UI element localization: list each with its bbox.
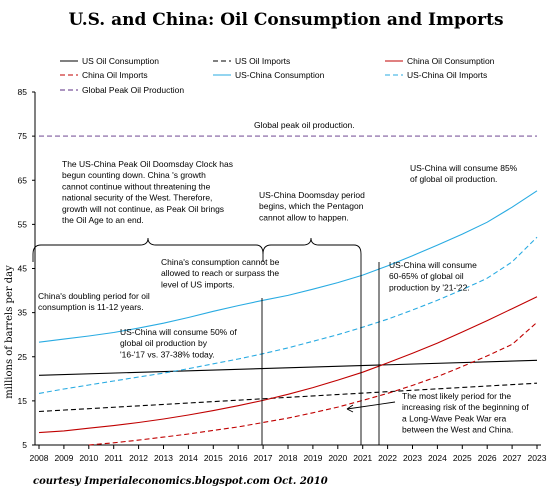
legend-label-global-peak-oil-production: Global Peak Oil Production [82,85,184,95]
note-line: China's doubling period for oil [38,291,150,301]
note-line: global oil production by [120,338,208,348]
legend-label-china-oil-imports: China Oil Imports [82,70,148,80]
note-line: The US-China Peak Oil Doomsday Clock has [62,159,233,169]
note-line: '16-'17 vs. 37-38% today. [120,349,215,359]
x-tick-label: 2013 [154,453,173,463]
note-line: growth will not continue, as Peak Oil br… [62,204,224,214]
brace-left [32,237,264,262]
doomsday-clock-note: The US-China Peak Oil Doomsday Clock has… [62,159,235,225]
x-tick-label: 2023 [403,453,422,463]
x-tick-label: 2015 [204,453,223,463]
note-line: production by '21-'22. [389,282,470,292]
series-line-us-oil-consumption [38,359,538,376]
series-line-china-oil-imports [88,321,538,446]
x-tick-label: 2021 [353,453,372,463]
note-line: allowed to reach or surpass the [161,268,279,278]
legend-label-us-china-consumption: US-China Consumption [235,70,325,80]
x-tick-label: 2008 [30,453,49,463]
x-tick-label: 2014 [179,453,198,463]
note-line: US-China will consume [389,260,477,270]
x-tick-label: 2019 [303,453,322,463]
x-tick-label: 2011 [105,453,124,463]
brace-right [262,237,362,262]
x-tick-label: 2016 [229,453,248,463]
y-tick-label: 75 [18,131,28,141]
x-tick-label: 2018 [279,453,298,463]
note-line: increasing risk of the beginning of [402,402,529,412]
note-line: The most likely period for the [402,391,511,401]
note-line: consumption is 11-12 years. [38,302,144,312]
series-line-china-oil-consumption [38,296,538,434]
y-tick-label: 25 [18,352,28,362]
x-tick-label: 2024 [428,453,447,463]
series-group [38,135,538,446]
note-line: US-China Doomsday period [259,190,365,200]
note-line: begins, which the Pentagon [259,201,364,211]
consume-60-note: US-China will consume 60-65% of global o… [389,260,479,292]
x-tick-label: 2027 [503,453,522,463]
y-tick-label: 65 [18,175,28,185]
credit-line: courtesy Imperialeconomics.blogspot.com … [33,476,328,487]
x-tick-label: 2009 [54,453,73,463]
series-line-us-china-oil-imports [38,236,538,394]
note-line: the Oil Age to an end. [62,215,144,225]
war-arrow [346,401,396,410]
chart-title: U.S. and China: Oil Consumption and Impo… [68,10,503,30]
note-line: cannot allow to happen. [259,212,349,222]
series-line-us-china-consumption [38,190,538,343]
note-line: of global oil production. [410,174,497,184]
y-tick-label: 85 [18,87,28,97]
x-tick-label: 2026 [478,453,497,463]
annotation-marks [32,237,396,445]
y-tick-label: 55 [18,219,28,229]
consume-85-note: US-China will consume 85% of global oil … [410,163,520,184]
note-line: national security of the West. Therefore… [62,193,212,203]
doubling-note: China's doubling period for oil consumpt… [38,291,152,312]
y-tick-label: 35 [18,308,28,318]
x-tick-label: 2020 [328,453,347,463]
x-tick-label: 2017 [254,453,273,463]
war-note: The most likely period for the increasin… [402,391,531,435]
legend-label-us-china-oil-imports: US-China Oil Imports [407,70,487,80]
note-line: 60-65% of global oil [389,271,464,281]
legend-label-us-oil-consumption: US Oil Consumption [82,56,159,66]
x-tick-label: 2022 [378,453,397,463]
pentagon-note: US-China Doomsday period begins, which t… [259,190,367,222]
note-line: begun counting down. China 's growth [62,170,206,180]
consume-50-note: US-China will consume 50% of global oil … [120,327,239,359]
note-line: cannot continue without threatening the [62,181,211,191]
y-ticks: 5 15 25 35 45 55 65 75 85 [18,87,35,450]
cannot-reach-note: China's consumption cannot be allowed to… [161,257,282,289]
x-tick-label: 2010 [79,453,98,463]
peak-oil-label: Global peak oil production. [254,120,355,130]
note-line: between the West and China. [402,425,513,435]
x-tick-label: 2012 [129,453,148,463]
legend-label-us-oil-imports: US Oil Imports [235,56,290,66]
note-line: level of US imports. [161,279,235,289]
note-line: US-China will consume 50% of [120,327,237,337]
note-line: a Long-Wave Peak War era [402,413,507,423]
legend: US Oil Consumption US Oil Imports China Oi… [60,56,495,95]
y-axis-label: millions of barrels per day [4,265,15,399]
x-tick-label: 2023 [528,453,547,463]
war-arrow-head [346,404,354,413]
y-tick-label: 5 [22,440,27,450]
x-tick-label: 2025 [453,453,472,463]
legend-label-china-oil-consumption: China Oil Consumption [407,56,495,66]
note-line: US-China will consume 85% [410,163,518,173]
x-ticks: 2008 2009 2010 2011 2012 2013 2014 2015 2016 2017… [30,445,547,463]
series-line-us-oil-imports [38,382,538,413]
y-tick-label: 15 [18,396,28,406]
y-tick-label: 45 [18,264,28,274]
note-line: China's consumption cannot be [161,257,280,267]
